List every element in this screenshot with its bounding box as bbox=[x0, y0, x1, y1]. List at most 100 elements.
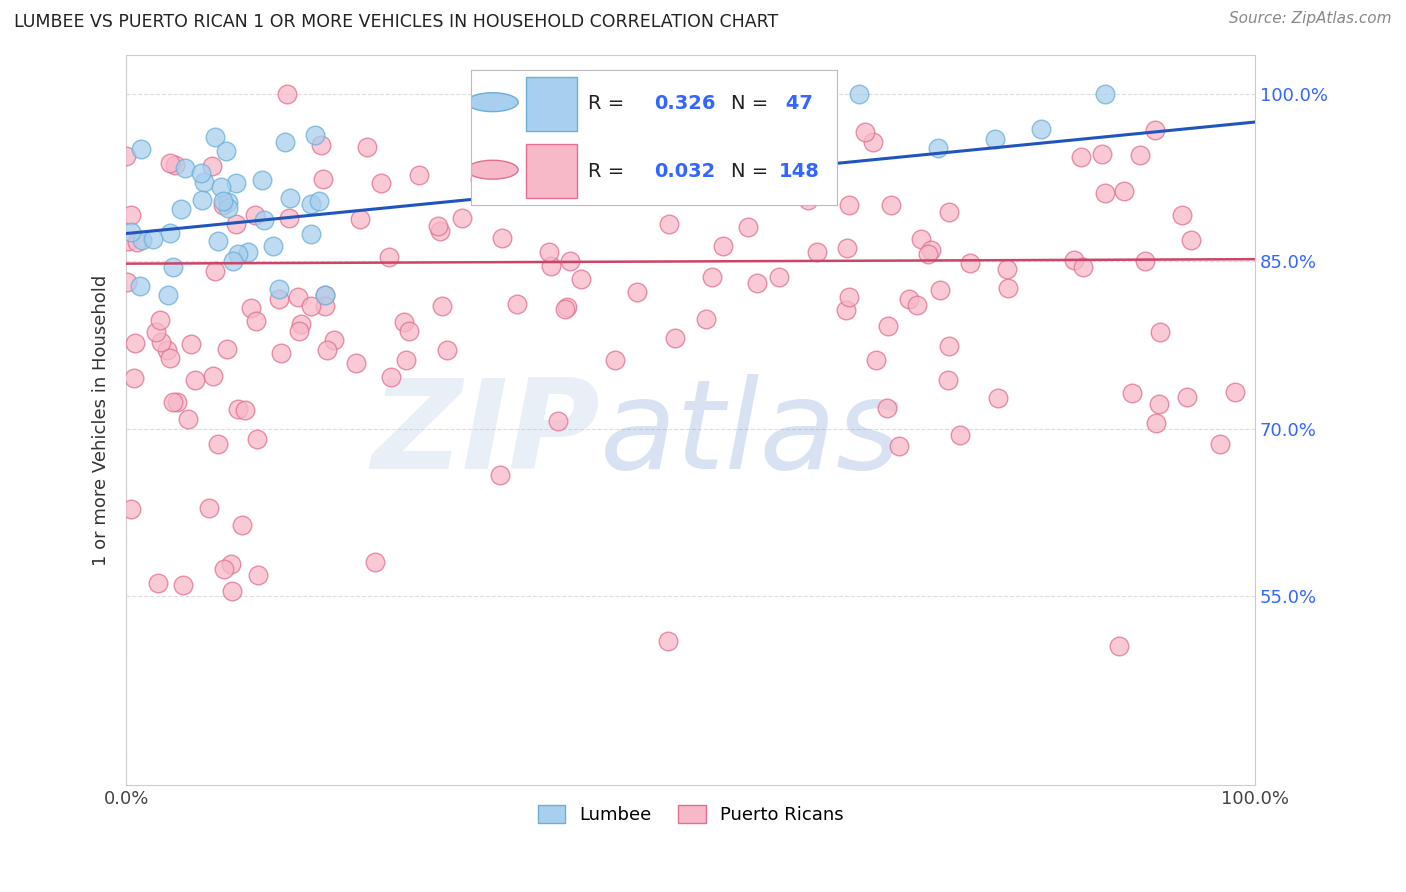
Point bbox=[910, 232, 932, 246]
Point bbox=[149, 313, 172, 327]
Point bbox=[304, 128, 326, 142]
Point bbox=[314, 288, 336, 302]
Point bbox=[835, 303, 858, 318]
Point bbox=[658, 217, 681, 231]
Point bbox=[217, 201, 239, 215]
Point bbox=[243, 208, 266, 222]
Point bbox=[1144, 417, 1167, 431]
Point bbox=[245, 314, 267, 328]
Point bbox=[547, 414, 569, 428]
Point bbox=[927, 140, 949, 154]
Point bbox=[262, 238, 284, 252]
Point bbox=[1149, 326, 1171, 340]
Point bbox=[125, 235, 148, 249]
Point bbox=[150, 335, 173, 350]
Point bbox=[299, 227, 322, 241]
Point bbox=[700, 87, 723, 102]
Point bbox=[1149, 396, 1171, 410]
Point bbox=[148, 575, 170, 590]
Point bbox=[217, 194, 239, 209]
Point bbox=[605, 353, 627, 368]
Point bbox=[215, 144, 238, 158]
Point bbox=[299, 197, 322, 211]
Point bbox=[702, 270, 724, 285]
Point bbox=[120, 501, 142, 516]
Point bbox=[202, 369, 225, 384]
Point bbox=[197, 500, 219, 515]
Point bbox=[131, 233, 153, 247]
Point bbox=[1108, 639, 1130, 653]
Point bbox=[569, 272, 592, 286]
Point bbox=[239, 301, 262, 315]
Point bbox=[1129, 148, 1152, 162]
Point bbox=[557, 301, 579, 315]
Point bbox=[142, 232, 165, 246]
Point bbox=[309, 138, 332, 153]
Point bbox=[602, 160, 624, 174]
Point bbox=[204, 130, 226, 145]
Point bbox=[287, 290, 309, 304]
Point bbox=[1171, 209, 1194, 223]
Point bbox=[166, 394, 188, 409]
Point bbox=[540, 259, 562, 273]
Point bbox=[1177, 390, 1199, 404]
Point bbox=[554, 302, 576, 317]
Point bbox=[897, 292, 920, 306]
Point bbox=[1094, 87, 1116, 102]
Point bbox=[212, 562, 235, 576]
Point bbox=[917, 246, 939, 260]
Point bbox=[159, 156, 181, 170]
Y-axis label: 1 or more Vehicles in Household: 1 or more Vehicles in Household bbox=[93, 275, 110, 566]
Point bbox=[288, 324, 311, 338]
Point bbox=[737, 219, 759, 234]
Point bbox=[129, 142, 152, 156]
Point bbox=[488, 128, 510, 143]
Point bbox=[190, 166, 212, 180]
Point bbox=[436, 343, 458, 358]
Point bbox=[408, 168, 430, 182]
Point bbox=[1063, 252, 1085, 267]
Point bbox=[180, 337, 202, 351]
Point bbox=[204, 263, 226, 277]
Point bbox=[314, 299, 336, 313]
Point bbox=[837, 241, 859, 255]
Point bbox=[880, 197, 903, 211]
Point bbox=[207, 436, 229, 450]
Point bbox=[838, 197, 860, 211]
Point bbox=[392, 315, 415, 329]
Point bbox=[226, 247, 249, 261]
Point bbox=[742, 97, 765, 112]
Point bbox=[398, 324, 420, 338]
Point bbox=[207, 235, 229, 249]
Point bbox=[267, 282, 290, 296]
Point bbox=[253, 212, 276, 227]
Point bbox=[877, 318, 900, 333]
Point bbox=[730, 171, 752, 186]
Point bbox=[217, 342, 239, 356]
Point bbox=[609, 132, 631, 146]
Point bbox=[1144, 123, 1167, 137]
Point bbox=[711, 238, 734, 252]
Point bbox=[231, 517, 253, 532]
Point bbox=[468, 172, 491, 186]
Point bbox=[156, 343, 179, 357]
Point bbox=[876, 401, 898, 415]
Point bbox=[163, 158, 186, 172]
Point bbox=[191, 193, 214, 207]
Point bbox=[370, 176, 392, 190]
Point bbox=[225, 176, 247, 190]
Point bbox=[221, 254, 243, 268]
Point bbox=[238, 244, 260, 259]
Point bbox=[322, 333, 344, 347]
Point bbox=[184, 373, 207, 387]
Point bbox=[848, 87, 870, 102]
Point bbox=[661, 143, 683, 157]
Point bbox=[938, 339, 960, 353]
Point bbox=[427, 219, 450, 234]
Point bbox=[117, 276, 139, 290]
Point bbox=[159, 351, 181, 365]
Point bbox=[120, 208, 142, 222]
Point bbox=[506, 297, 529, 311]
Point bbox=[1094, 186, 1116, 201]
Point bbox=[209, 179, 232, 194]
